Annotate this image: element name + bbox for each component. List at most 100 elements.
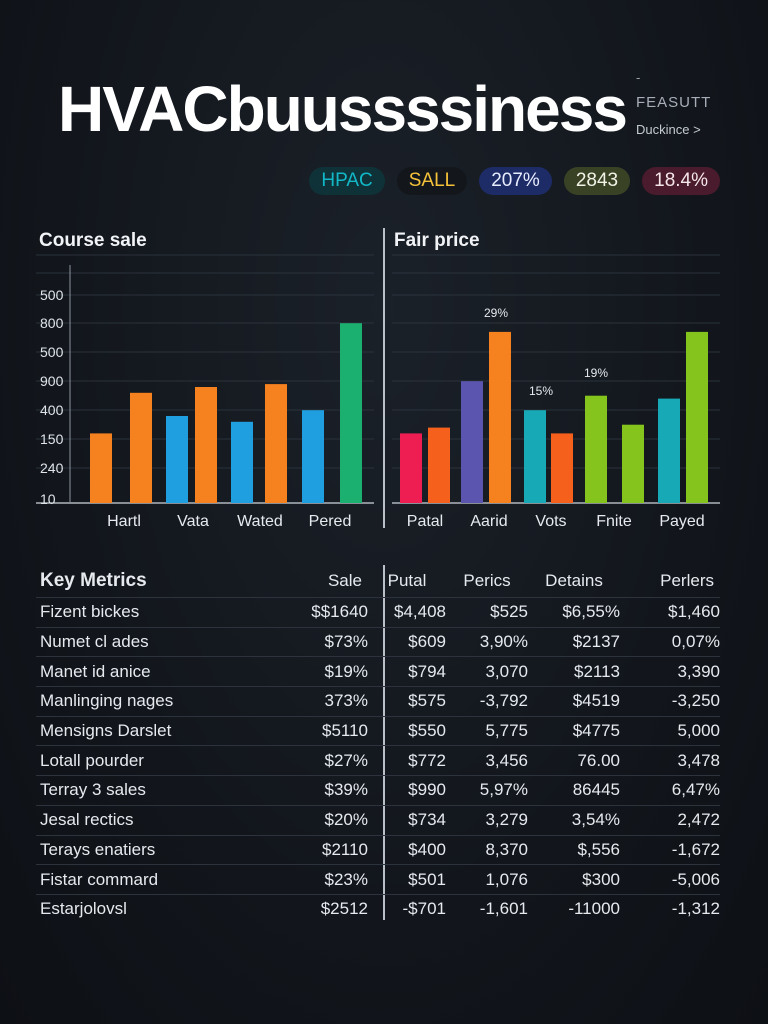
- header-side-link[interactable]: Duckince >: [636, 122, 701, 137]
- bar: [400, 433, 422, 503]
- metric-value: -$701: [368, 893, 446, 924]
- metric-value: $609: [368, 626, 446, 657]
- metric-value: $6,55%: [528, 597, 620, 628]
- stat-badge: SALL: [396, 167, 468, 195]
- metric-value: $575: [368, 686, 446, 717]
- x-tick-label: Pered: [309, 513, 352, 530]
- metric-value: 5,000: [620, 715, 720, 746]
- fair-price-chart: 29% 15% 19% Patal Aarid Vots Fnite Payed: [392, 254, 720, 530]
- y-tick-label: 900: [40, 373, 64, 389]
- metric-name: Jesal rectics: [36, 804, 266, 835]
- stat-badge: HPAC: [309, 167, 385, 195]
- bar: [231, 421, 253, 503]
- metric-value: -3,250: [620, 686, 720, 717]
- metric-value: 3,54%: [528, 804, 620, 835]
- metric-name: Terays enatiers: [36, 834, 266, 865]
- x-tick-label: Vata: [177, 513, 209, 530]
- y-tick-label: 10: [40, 491, 56, 507]
- metric-value: $2113: [528, 656, 620, 687]
- table-row: Lotall pourder $27% $772 3,456 76.00 3,478: [36, 745, 720, 776]
- metric-value: $525: [446, 597, 528, 628]
- header-side-label: FEASUTT: [636, 94, 712, 111]
- page-title: HVACbuussssiness: [58, 73, 628, 145]
- bar: [686, 331, 708, 503]
- bar: [489, 331, 511, 503]
- metric-name: Manet id anice: [36, 656, 266, 687]
- column-header: Putal: [387, 571, 427, 590]
- x-tick-label: Vots: [535, 513, 566, 530]
- course-sale-chart: 500 800 500 900 400 150 240 10 Hartl Vata Wated Per…: [36, 254, 374, 530]
- metric-value: 1,076: [446, 864, 528, 895]
- metric-value: $4775: [528, 715, 620, 746]
- bar: [195, 387, 217, 503]
- table-row: Jesal rectics $20% $734 3,279 3,54% 2,472: [36, 804, 720, 835]
- data-label: 29%: [484, 306, 508, 320]
- column-header: Sale: [327, 571, 362, 590]
- table-row: Mensigns Darslet $5110 $550 5,775 $4775 5,000: [36, 715, 720, 746]
- metric-value: 86445: [528, 775, 620, 806]
- metric-value: -1,312: [620, 893, 720, 924]
- y-tick-label: 150: [40, 431, 64, 447]
- metric-value: 373%: [266, 686, 368, 717]
- y-tick-label: 400: [40, 402, 64, 418]
- bar: [551, 433, 573, 503]
- table-row: Fistar commard $23% $501 1,076 $300 -5,006: [36, 864, 720, 895]
- x-tick-label: Aarid: [470, 513, 507, 530]
- table-row: Estarjolovsl $2512 -$701 -1,601 -11000 -1,312: [36, 893, 720, 924]
- bar: [428, 427, 450, 503]
- metric-value: 6,47%: [620, 775, 720, 806]
- metric-value: $73%: [266, 626, 368, 657]
- metric-value: $$1640: [266, 597, 368, 628]
- metric-name: Fistar commard: [36, 864, 266, 895]
- data-label: 19%: [584, 366, 608, 380]
- metric-value: 5,775: [446, 715, 528, 746]
- metric-value: $734: [368, 804, 446, 835]
- metric-value: 3,070: [446, 656, 528, 687]
- y-tick-label: 240: [40, 460, 64, 476]
- stat-badge: 2843: [563, 167, 631, 195]
- bar: [585, 395, 607, 503]
- metric-value: 3,390: [620, 656, 720, 687]
- metric-name: Numet cl ades: [36, 626, 266, 657]
- metric-value: $20%: [266, 804, 368, 835]
- metric-value: $2110: [266, 834, 368, 865]
- metric-value: 2,472: [620, 804, 720, 835]
- metric-value: $4519: [528, 686, 620, 717]
- bar: [130, 392, 152, 503]
- metric-value: 3,279: [446, 804, 528, 835]
- metric-value: $794: [368, 656, 446, 687]
- metric-value: $300: [528, 864, 620, 895]
- stat-badge: 18.4%: [642, 167, 720, 195]
- badge-row: HPAC SALL 207% 2843 18.4%: [309, 167, 720, 195]
- column-header: Detains: [545, 571, 603, 590]
- x-tick-label: Fnite: [596, 513, 632, 530]
- table-row: Manet id anice $19% $794 3,070 $2113 3,390: [36, 656, 720, 687]
- metric-value: 3,478: [620, 745, 720, 776]
- x-tick-label: Wated: [237, 513, 283, 530]
- bar: [265, 384, 287, 503]
- metric-value: $990: [368, 775, 446, 806]
- table-row: Terray 3 sales $39% $990 5,97% 86445 6,47%: [36, 775, 720, 806]
- x-tick-label: Hartl: [107, 513, 141, 530]
- metric-value: 3,90%: [446, 626, 528, 657]
- metric-name: Estarjolovsl: [36, 893, 266, 924]
- x-tick-label: Patal: [407, 513, 443, 530]
- metric-value: $550: [368, 715, 446, 746]
- metric-value: 76.00: [528, 745, 620, 776]
- header-dash: -: [636, 70, 641, 85]
- metric-value: 8,370: [446, 834, 528, 865]
- metric-value: -11000: [528, 893, 620, 924]
- chart-left-title: Course sale: [39, 230, 147, 251]
- stat-badge: 207%: [479, 167, 552, 195]
- table-row: Fizent bickes $$1640 $4,408 $525 $6,55% $1,46…: [36, 597, 720, 628]
- metric-name: Fizent bickes: [36, 597, 266, 628]
- table-row: Manlinging nages 373% $575 -3,792 $4519 -3,25…: [36, 686, 720, 717]
- metric-value: 0,07%: [620, 626, 720, 657]
- bar: [461, 381, 483, 503]
- table-row: Numet cl ades $73% $609 3,90% $2137 0,07%: [36, 626, 720, 657]
- metric-value: $27%: [266, 745, 368, 776]
- metric-value: $400: [368, 834, 446, 865]
- metric-value: $39%: [266, 775, 368, 806]
- metric-value: $772: [368, 745, 446, 776]
- metric-name: Mensigns Darslet: [36, 715, 266, 746]
